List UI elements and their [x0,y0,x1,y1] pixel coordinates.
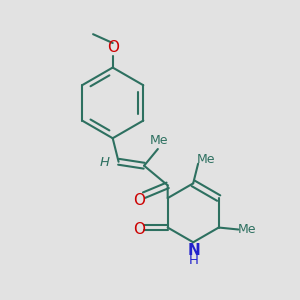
Text: H: H [189,254,199,267]
Text: Me: Me [238,223,256,236]
Text: Me: Me [197,153,215,166]
Text: H: H [100,156,110,169]
Text: O: O [133,193,145,208]
Text: O: O [107,40,119,56]
Text: O: O [133,222,145,237]
Text: N: N [188,243,200,258]
Text: Me: Me [150,134,168,147]
